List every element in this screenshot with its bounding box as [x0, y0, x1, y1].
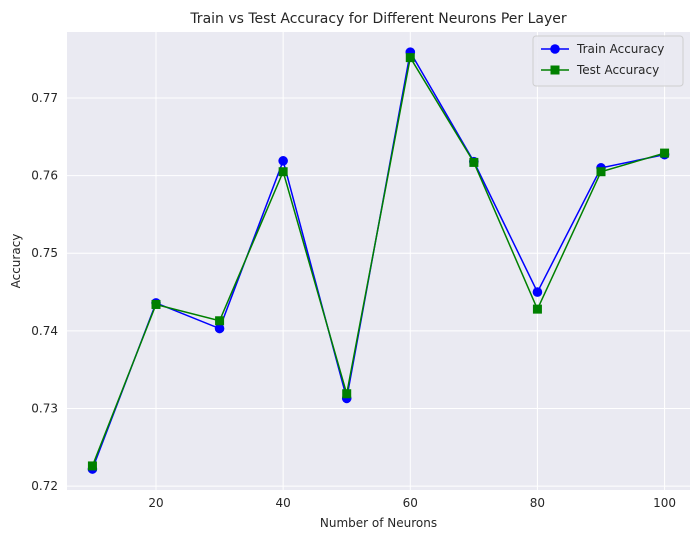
data-point [342, 389, 352, 399]
data-point [278, 167, 288, 177]
data-point [660, 148, 670, 158]
chart-title: Train vs Test Accuracy for Different Neu… [189, 11, 567, 27]
y-tick-label: 0.75 [31, 246, 58, 260]
data-point [278, 156, 288, 166]
y-tick-label: 0.76 [31, 169, 58, 183]
data-point [532, 304, 542, 314]
data-point [532, 287, 543, 297]
data-point [215, 316, 225, 326]
y-tick-label: 0.77 [31, 91, 58, 105]
x-tick-label: 20 [148, 496, 163, 510]
data-point [151, 299, 161, 309]
y-axis-ticks: 0.72 0.73 0.74 0.75 0.76 0.77 [31, 91, 58, 493]
y-tick-label: 0.74 [31, 324, 58, 338]
legend-marker [550, 44, 560, 54]
x-axis-label: Number of Neurons [320, 516, 437, 530]
legend-item: Test Accuracy [541, 63, 659, 77]
data-point [214, 323, 225, 334]
y-tick-label: 0.73 [31, 401, 58, 415]
x-tick-label: 60 [403, 496, 418, 510]
data-point [405, 53, 415, 63]
data-point [469, 157, 479, 167]
legend-box [532, 35, 684, 87]
series-2 [87, 53, 670, 471]
data-point [596, 167, 606, 177]
y-axis-label: Accuracy [9, 234, 23, 289]
x-tick-label: 100 [653, 496, 676, 510]
series-layer [87, 47, 670, 474]
grid [67, 32, 690, 490]
plot-area [67, 32, 690, 490]
legend-marker [550, 65, 560, 75]
legend-label: Test Accuracy [576, 63, 659, 77]
series-line [91, 55, 665, 467]
legend-label: Train Accuracy [576, 42, 664, 56]
x-tick-label: 40 [276, 496, 291, 510]
x-tick-label: 80 [530, 496, 545, 510]
legend: Train Accuracy Test Accuracy [532, 35, 684, 87]
y-tick-label: 0.72 [31, 479, 58, 493]
legend-item: Train Accuracy [541, 42, 664, 56]
x-axis-ticks: 20 40 60 80 100 [148, 496, 676, 510]
data-point [87, 461, 97, 471]
